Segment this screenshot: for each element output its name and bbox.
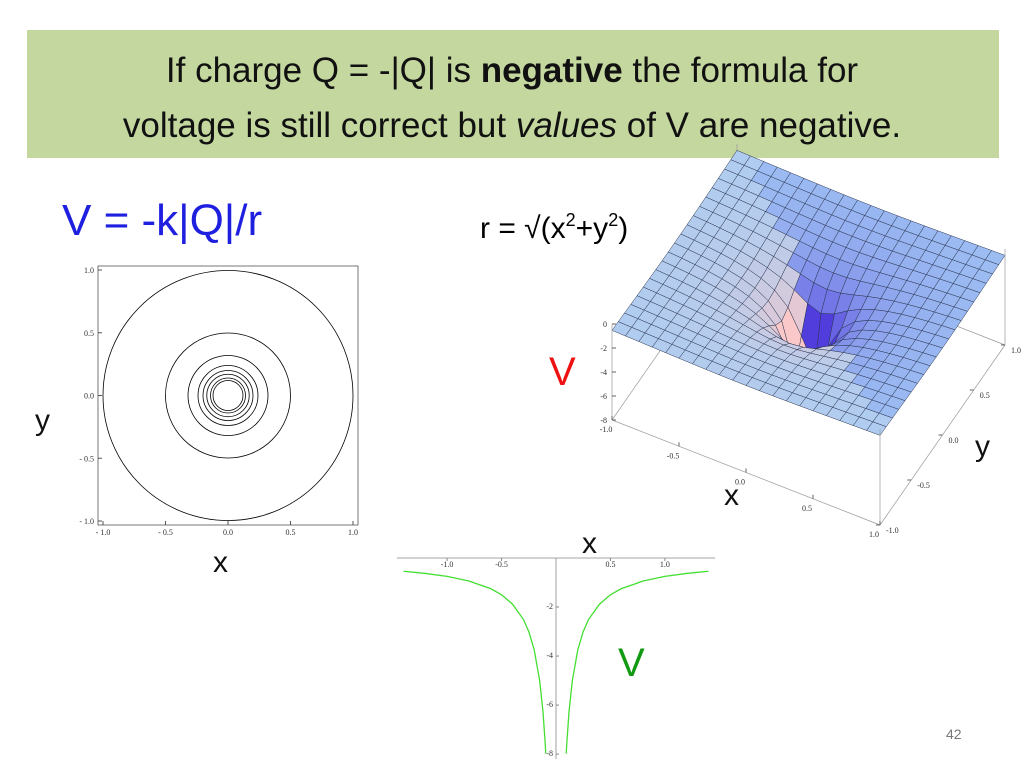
formula-part: +y: [576, 212, 609, 245]
axis-label: x: [724, 479, 739, 512]
axis-label: y: [35, 404, 50, 437]
title-box: [27, 30, 999, 158]
x-tick-label: 0.0: [223, 528, 233, 537]
title-line: If charge Q = -|Q| is negative the formu…: [166, 51, 859, 90]
y-tick-label: 1.0: [84, 266, 94, 275]
y-tick-label: -8: [546, 749, 553, 758]
x-tick-label: 1.0: [869, 530, 879, 539]
contour: [197, 365, 259, 426]
title-bold: negative: [481, 51, 623, 90]
x-tick-label: 0.0: [735, 478, 745, 487]
x-tick-label: - 0.5: [158, 528, 173, 537]
y-tick-label: -2: [546, 602, 553, 611]
z-tick-label: 0: [603, 320, 607, 329]
x-tick-label: 1.0: [348, 528, 358, 537]
z-tick-label: -6: [600, 392, 607, 401]
formula-part: r = √(x: [480, 212, 566, 245]
contour: [187, 355, 269, 436]
x-tick-label: - 1.0: [96, 528, 111, 537]
title-text: voltage is still correct but: [123, 106, 516, 145]
z-tick-label: -8: [600, 416, 607, 425]
superscript: 2: [566, 210, 576, 230]
title-text: of V are negative.: [617, 106, 901, 145]
title-italic: values: [516, 106, 617, 145]
title-text: the formula for: [623, 51, 859, 90]
z-tick-label: -2: [600, 344, 607, 353]
title-line: voltage is still correct but values of V…: [123, 106, 901, 145]
y-tick-label: 1.0: [1011, 346, 1021, 355]
x-tick-label: 0.5: [605, 560, 615, 569]
title-text: If charge Q = -|Q| is: [166, 51, 481, 90]
x-tick-label: 0.5: [286, 528, 296, 537]
y-tick-label: 0.0: [949, 436, 959, 445]
y-tick-label: 0.5: [84, 329, 94, 338]
x-tick-label: 0.5: [802, 504, 812, 513]
y-tick-label: -0.5: [917, 481, 930, 490]
contour: [202, 370, 254, 421]
axis-label: x: [213, 546, 228, 579]
page-number: 42: [946, 726, 962, 742]
contour: [206, 373, 250, 418]
axis-label: V: [618, 641, 645, 685]
plot-frame: [97, 265, 359, 526]
z-tick-label: -4: [600, 368, 607, 377]
x-tick-label: -0.5: [495, 560, 508, 569]
x-tick-label: 1.0: [660, 560, 670, 569]
surface-patch: [866, 421, 887, 436]
y-tick-label: -6: [546, 700, 553, 709]
x-tick-label: -1.0: [600, 425, 613, 434]
axis-label: x: [582, 527, 597, 560]
line-series: [403, 570, 547, 754]
contour: [102, 270, 354, 521]
x-tick-label: -0.5: [667, 451, 680, 460]
contour: [212, 380, 244, 411]
contour: [165, 332, 291, 459]
y-tick-label: - 1.0: [79, 517, 94, 526]
formula: V = -k|Q|/r: [62, 196, 262, 245]
superscript: 2: [608, 210, 618, 230]
x-tick-label: -1.0: [441, 560, 454, 569]
axis-label: y: [975, 430, 990, 463]
axis-label: V: [549, 350, 576, 394]
r-formula: r = √(x2+y2): [480, 210, 628, 245]
line-series: [565, 570, 709, 754]
y-tick-label: 0.5: [980, 391, 990, 400]
y-tick-label: -4: [546, 651, 553, 660]
y-tick-label: 0.0: [84, 392, 94, 401]
contour: [210, 377, 246, 414]
y-tick-label: -1.0: [886, 526, 899, 535]
formula-part: ): [618, 212, 628, 245]
y-tick-label: - 0.5: [79, 454, 94, 463]
